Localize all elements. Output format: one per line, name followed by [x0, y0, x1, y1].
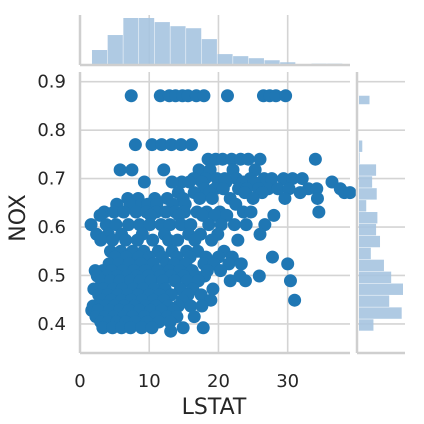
scatter-point — [138, 175, 151, 188]
nox-histogram-bar — [359, 295, 389, 306]
scatter-point — [125, 163, 138, 176]
nox-histogram-bar — [359, 141, 362, 152]
scatter-point — [205, 234, 218, 247]
scatter-point — [146, 321, 159, 334]
scatter-point — [114, 163, 127, 176]
scatter-point — [94, 234, 107, 247]
x-tick-label: 30 — [276, 371, 299, 392]
scatter-point — [188, 234, 201, 247]
x-tick-label: 0 — [74, 371, 85, 392]
scatter-point — [197, 321, 210, 334]
nox-histogram-bar — [359, 200, 366, 211]
scatter-point — [279, 89, 292, 102]
scatter-point — [195, 300, 208, 313]
scatter-point — [117, 206, 130, 219]
scatter-point — [129, 138, 142, 151]
x-tick-labels: 0 10 20 30 — [74, 371, 299, 392]
x-tick-label: 20 — [207, 371, 230, 392]
x-axis-title: LSTAT — [182, 395, 247, 420]
scatter-point — [247, 192, 260, 205]
y-tick-label: 0.8 — [37, 120, 66, 141]
scatter-point — [224, 274, 237, 287]
scatter-point — [278, 192, 291, 205]
scatter-point — [106, 234, 119, 247]
scatter-point — [131, 234, 144, 247]
right-histogram — [359, 96, 403, 331]
lstat-histogram-bar — [108, 35, 123, 65]
scatter-point — [206, 283, 219, 296]
scatter-point — [239, 274, 252, 287]
nox-histogram-bar — [359, 236, 380, 247]
scatter-point — [164, 325, 177, 338]
scatter-point — [281, 257, 294, 270]
scatter-point — [197, 89, 210, 102]
lstat-histogram-bar — [155, 22, 170, 65]
scatter-point — [171, 234, 184, 247]
scatter-point — [242, 153, 255, 166]
nox-histogram-bar — [359, 260, 384, 271]
scatter-point — [119, 234, 132, 247]
lstat-histogram-bar — [186, 28, 201, 65]
top-histogram — [92, 18, 342, 65]
nox-histogram-bar — [359, 176, 372, 187]
scatter-point — [284, 274, 297, 287]
scatter-point — [206, 192, 219, 205]
scatter-point — [254, 228, 267, 241]
scatter-point — [231, 234, 244, 247]
scatter-point — [253, 269, 266, 282]
scatter-point — [235, 257, 248, 270]
scatter-point — [188, 310, 201, 323]
y-tick-label: 0.7 — [37, 169, 66, 190]
scatter-point — [193, 192, 206, 205]
scatter-point — [221, 89, 234, 102]
scatter-point — [245, 206, 258, 219]
scatter-point — [240, 218, 253, 231]
y-tick-label: 0.9 — [37, 72, 66, 93]
nox-histogram-bar — [359, 248, 371, 259]
y-tick-labels: 0.4 0.5 0.6 0.7 0.8 0.9 — [37, 72, 66, 335]
nox-histogram-bar — [359, 212, 377, 223]
scatter-point — [185, 138, 198, 151]
scatter-point — [309, 153, 322, 166]
lstat-histogram-bar — [202, 39, 217, 65]
scatter-point — [157, 163, 170, 176]
lstat-histogram-bar — [217, 54, 232, 65]
scatter-point — [294, 186, 307, 199]
scatter-point — [312, 206, 325, 219]
lstat-histogram-bar — [92, 50, 107, 65]
nox-histogram-bar — [359, 224, 376, 235]
scatter-point — [214, 264, 227, 277]
y-tick-label: 0.4 — [37, 314, 66, 335]
nox-histogram-bar — [359, 164, 376, 175]
lstat-histogram-bar — [170, 26, 185, 65]
scatter-point — [146, 234, 159, 247]
scatter-point — [266, 251, 279, 264]
lstat-histogram-bar — [233, 56, 248, 65]
scatter-point — [288, 294, 301, 307]
nox-histogram-bar — [359, 319, 373, 330]
nox-histogram-bar — [359, 272, 391, 283]
scatter-point — [124, 321, 137, 334]
scatter-point — [311, 192, 324, 205]
nox-histogram-bar — [359, 188, 377, 199]
x-tick-label: 10 — [138, 371, 161, 392]
scatter-point — [228, 218, 241, 231]
scatter-point — [125, 89, 138, 102]
scatter-point — [344, 186, 357, 199]
nox-histogram-bar — [359, 96, 370, 105]
nox-histogram-bar — [359, 307, 402, 318]
scatter-points — [85, 89, 357, 337]
nox-histogram-bar — [359, 284, 403, 295]
y-tick-label: 0.6 — [37, 217, 66, 238]
nox-histogram-bar — [359, 152, 360, 163]
y-tick-label: 0.5 — [37, 265, 66, 286]
lstat-histogram-bar — [139, 18, 154, 65]
lstat-histogram-bar — [123, 18, 138, 65]
scatter-point — [177, 321, 190, 334]
y-axis-title: NOX — [6, 194, 31, 241]
